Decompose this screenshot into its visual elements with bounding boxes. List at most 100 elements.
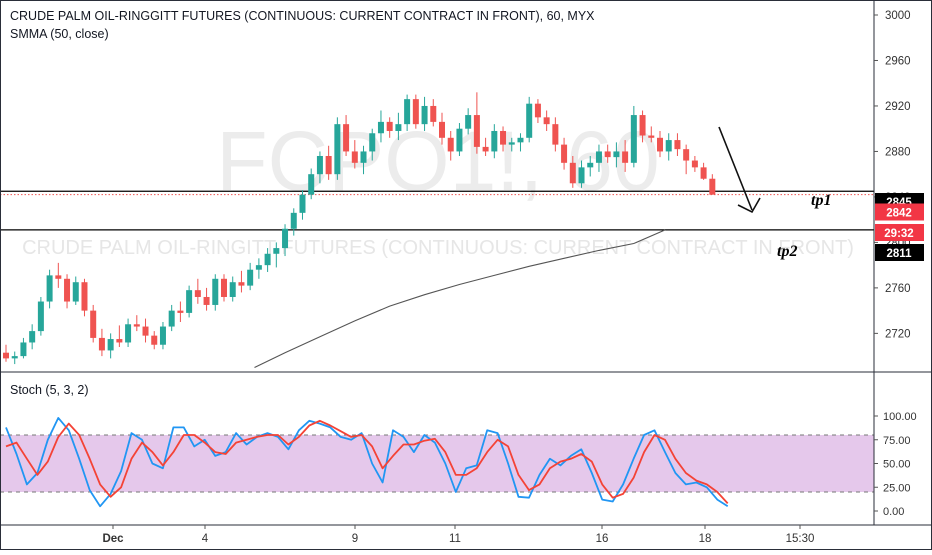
candle-body [29,331,36,343]
candle [221,274,227,302]
candle [578,160,585,188]
candle-body [578,167,585,184]
watermark-name: CRUDE PALM OIL-RINGITT FUTURES (CONTINUO… [22,237,854,259]
candle [386,117,393,138]
candle-body [125,324,132,343]
candle [465,108,472,135]
candle [72,276,79,305]
candle-body [709,178,716,195]
candle-body [116,339,123,343]
candle-body [282,228,289,249]
candle [508,137,515,152]
candle-body [430,105,437,122]
candle-body [343,124,350,152]
candle-body [377,121,384,134]
candle-body [508,142,515,145]
smma-line [254,229,666,368]
candle [491,124,498,159]
candle [308,168,315,200]
candle [552,117,559,152]
stoch-indicator-label[interactable]: Stoch (5, 3, 2) [10,383,89,397]
candle-body [334,124,341,175]
down-arrow-shaft [718,126,753,211]
candle [133,315,140,332]
candle [369,128,376,161]
candle-body [561,144,568,163]
candle [125,318,132,348]
candle-body [534,103,541,118]
time-tick-label: 11 [449,533,461,545]
candle-body [604,151,611,158]
candle-body [552,124,559,145]
candle [325,145,332,180]
price-tick-label: 2720 [885,328,911,340]
candle [177,301,184,322]
candle [526,96,533,143]
candle-body [247,269,254,286]
candle-body [55,275,62,279]
candle [90,304,97,343]
candle-body [107,339,114,351]
candle-body [639,115,646,136]
tp1-label: tp1 [811,192,831,209]
candle-body [412,99,419,125]
candle [604,144,611,163]
candle-body [526,103,533,138]
candle-body [81,282,88,311]
candle [3,344,9,362]
candle [447,130,454,161]
time-tick-label: 4 [202,533,209,545]
candle-body [622,151,629,163]
price-badge-bg [875,224,924,241]
candle [630,105,637,168]
candle-body [98,337,105,351]
candle-body [421,105,428,125]
candle-body [264,253,271,266]
candle [683,144,690,175]
candle [657,130,663,158]
candle-body [491,130,498,152]
candle [709,174,716,195]
candle-body [595,151,602,163]
candle-body [37,301,44,332]
candle [648,126,655,143]
candle [377,110,384,143]
time-tick-label: 18 [699,533,712,545]
candle [517,133,524,152]
candle [456,123,463,156]
candle [473,92,480,154]
candle-body [683,149,690,161]
candle-body [11,356,18,359]
candle-body [212,278,219,305]
candle [116,325,123,348]
ma-indicator-label[interactable]: SMMA (50, close) [10,27,109,41]
candle [203,287,210,311]
candle [159,322,166,350]
tp2-label: tp2 [777,243,797,260]
candle-body [3,352,9,359]
candle [561,137,568,170]
candle-body [456,128,463,152]
candle-body [465,115,472,129]
price-tick-label: 2920 [885,101,911,113]
candle-body [482,146,489,152]
candle [81,278,88,317]
price-badge: 2842 [875,203,924,221]
candle [299,190,306,220]
candle-body [439,121,445,138]
candle [543,110,550,131]
candle [500,126,507,152]
candle [587,155,594,177]
candle [255,258,262,279]
candle [421,96,428,131]
candle-body [325,155,332,175]
candle-body [203,296,210,305]
candle-body [151,335,158,345]
candle-body [194,290,201,297]
candle-body [569,162,576,184]
candle [212,274,219,311]
candle [55,262,62,288]
overbought-oversold-band [0,435,874,492]
candle-body [20,342,27,357]
